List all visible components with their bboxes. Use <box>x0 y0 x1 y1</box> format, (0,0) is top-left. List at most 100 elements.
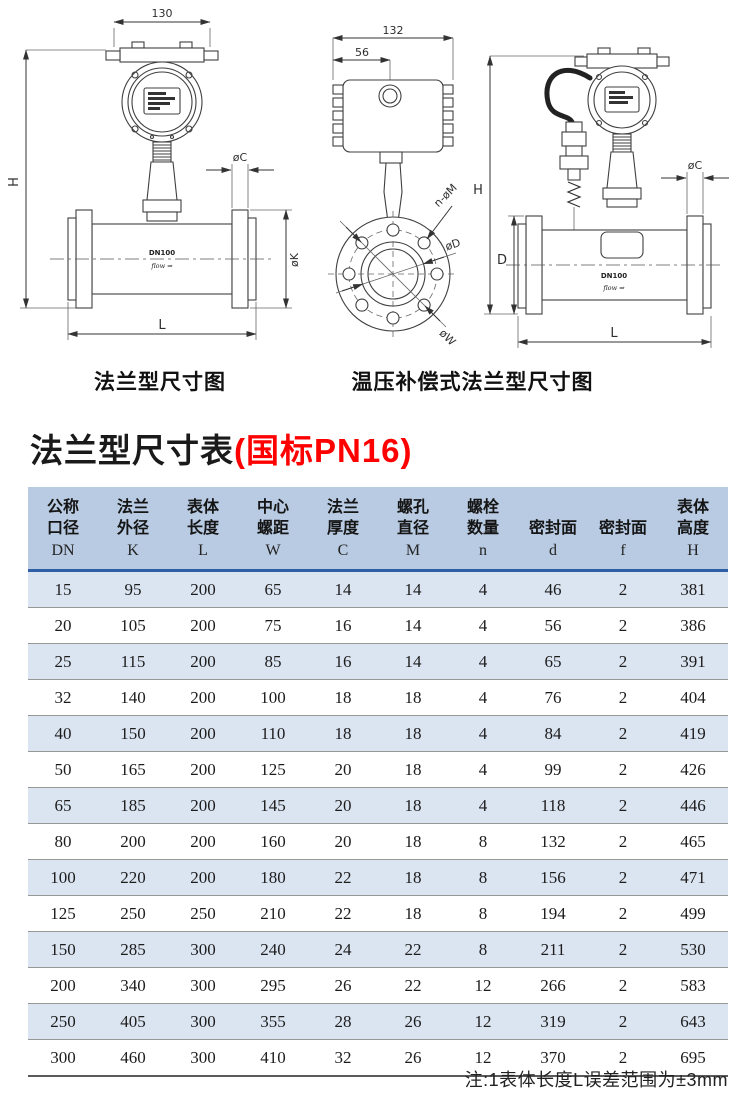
table-cell-h: 530 <box>658 931 728 968</box>
compensated-type-drawing: DN100 flow ⇒ H D øC L <box>473 47 729 348</box>
table-cell-l: 300 <box>168 1003 238 1040</box>
body-marking: DN100 <box>601 272 627 280</box>
table-row: 40 150 200 110 18 18 4 84 2 419 <box>28 715 728 752</box>
dim-oK: øK <box>288 252 301 267</box>
table-cell-w: 210 <box>238 895 308 932</box>
table-cell-f: 2 <box>588 859 658 896</box>
table-cell-f: 2 <box>588 570 658 608</box>
table-cell-dn: 15 <box>28 570 98 608</box>
table-cell-dn: 125 <box>28 895 98 932</box>
table-cell-d: 76 <box>518 679 588 716</box>
table-cell-k: 220 <box>98 859 168 896</box>
table-cell-c: 20 <box>308 751 378 788</box>
table-cell-h: 391 <box>658 643 728 680</box>
table-cell-k: 105 <box>98 607 168 644</box>
table-cell-d: 156 <box>518 859 588 896</box>
column-header-letter: n <box>479 542 487 559</box>
table-row: 15 95 200 65 14 14 4 46 2 381 <box>28 570 728 608</box>
meter-body: DN100 flow ⇒ <box>506 215 724 315</box>
table-cell-l: 300 <box>168 1039 238 1077</box>
table-cell-w: 100 <box>238 679 308 716</box>
housing-side-view <box>332 79 454 245</box>
table-cell-h: 426 <box>658 751 728 788</box>
table-cell-d: 46 <box>518 570 588 608</box>
table-cell-f: 2 <box>588 823 658 860</box>
table-cell-w: 295 <box>238 967 308 1004</box>
table-row: 250 405 300 355 28 26 12 319 2 643 <box>28 1003 728 1040</box>
table-cell-k: 405 <box>98 1003 168 1040</box>
table-cell-l: 200 <box>168 823 238 860</box>
table-cell-w: 355 <box>238 1003 308 1040</box>
dimension-drawings: 130 <box>0 0 750 400</box>
table-cell-d: 99 <box>518 751 588 788</box>
table-cell-d: 132 <box>518 823 588 860</box>
table-cell-n: 4 <box>448 751 518 788</box>
table-cell-l: 200 <box>168 751 238 788</box>
compensated-drawing-caption: 温压补偿式法兰型尺寸图 <box>351 371 594 394</box>
table-row: 20 105 200 75 16 14 4 56 2 386 <box>28 607 728 644</box>
column-header-chinese: 密封面 <box>598 520 647 537</box>
column-header-letter: C <box>337 542 349 559</box>
table-cell-f: 2 <box>588 679 658 716</box>
table-cell-d: 84 <box>518 715 588 752</box>
table-cell-n: 4 <box>448 607 518 644</box>
table-cell-f: 2 <box>588 967 658 1004</box>
table-cell-m: 14 <box>378 607 448 644</box>
table-cell-dn: 32 <box>28 679 98 716</box>
table-cell-w: 75 <box>238 607 308 644</box>
column-header-letter: L <box>198 542 208 559</box>
table-cell-h: 583 <box>658 967 728 1004</box>
table-row: 80 200 200 160 20 18 8 132 2 465 <box>28 823 728 860</box>
column-header: 表体 长度 L <box>168 487 238 572</box>
table-cell-w: 110 <box>238 715 308 752</box>
table-row: 100 220 200 180 22 18 8 156 2 471 <box>28 859 728 896</box>
bolt-holes-label: n-øM <box>431 181 459 209</box>
table-cell-h: 404 <box>658 679 728 716</box>
table-cell-h: 643 <box>658 1003 728 1040</box>
table-cell-m: 22 <box>378 931 448 968</box>
dim-L: L <box>158 318 166 333</box>
table-cell-c: 28 <box>308 1003 378 1040</box>
table-cell-d: 65 <box>518 643 588 680</box>
column-header-chinese: 密封面 <box>528 520 577 537</box>
table-cell-d: 194 <box>518 895 588 932</box>
transmitter-head <box>105 41 219 143</box>
table-cell-n: 4 <box>448 570 518 608</box>
column-header-letter: H <box>687 542 699 559</box>
table-cell-f: 2 <box>588 1039 658 1077</box>
table-cell-dn: 250 <box>28 1003 98 1040</box>
dim-H: H <box>473 183 483 198</box>
table-cell-m: 18 <box>378 823 448 860</box>
table-cell-l: 200 <box>168 607 238 644</box>
table-cell-f: 2 <box>588 751 658 788</box>
display-window <box>143 87 181 115</box>
table-cell-w: 160 <box>238 823 308 860</box>
table-cell-dn: 150 <box>28 931 98 968</box>
table-cell-n: 4 <box>448 787 518 824</box>
column-header: 公称 口径 DN <box>28 487 98 572</box>
column-header: 螺孔 直径 M <box>378 487 448 572</box>
section-title-black: 法兰型尺寸表 <box>30 432 234 469</box>
flange-type-drawing: 130 <box>7 7 301 340</box>
table-cell-k: 95 <box>98 570 168 608</box>
flange-drawing-caption: 法兰型尺寸图 <box>94 371 226 394</box>
table-cell-dn: 80 <box>28 823 98 860</box>
table-cell-dn: 200 <box>28 967 98 1004</box>
body-marking: DN100 <box>149 249 175 257</box>
table-cell-dn: 20 <box>28 607 98 644</box>
table-cell-n: 4 <box>448 715 518 752</box>
table-cell-k: 115 <box>98 643 168 680</box>
stem <box>142 141 182 222</box>
table-cell-c: 18 <box>308 715 378 752</box>
table-row: 300 460 300 410 32 26 12 370 2 695 <box>28 1039 728 1077</box>
table-cell-h: 381 <box>658 570 728 608</box>
table-cell-l: 300 <box>168 931 238 968</box>
dim-130: 130 <box>152 7 173 20</box>
dim-oC: øC <box>233 151 248 164</box>
table-cell-f: 2 <box>588 895 658 932</box>
table-cell-n: 12 <box>448 967 518 1004</box>
column-header: 法兰 厚度 C <box>308 487 378 572</box>
section-title-red: (国标PN16) <box>234 432 413 469</box>
table-cell-k: 460 <box>98 1039 168 1077</box>
column-header-chinese: 表体 长度 <box>186 499 219 537</box>
